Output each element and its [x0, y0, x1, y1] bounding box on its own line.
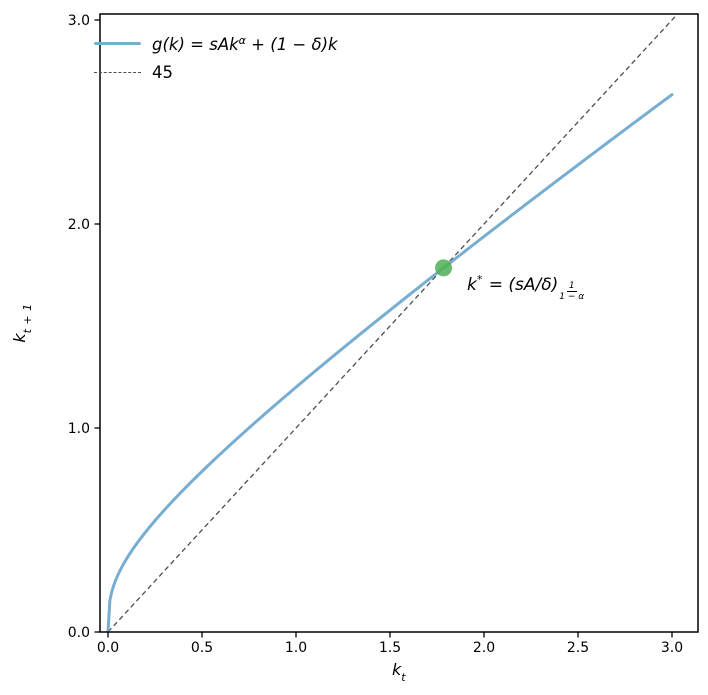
fixed-point-marker [435, 259, 452, 277]
legend: g(k) = sAkα + (1 − δ)k 45 [94, 33, 338, 83]
annotation-fraction-denominator: 1 − α [559, 292, 585, 303]
x-axis-label: kt [391, 659, 407, 685]
legend-label-g-post: + (1 − δ)k [245, 34, 338, 54]
x-tick-label: 2.5 [567, 640, 589, 656]
fixed-point-annotation: k* = (sA/δ) 1 1 − α [467, 273, 584, 303]
legend-label-g-exponent: α [238, 33, 246, 47]
legend-line-sample-45 [94, 72, 141, 73]
legend-label-g-pre: g(k) = sAk [152, 34, 239, 54]
y-tick-label: 1.0 [68, 421, 90, 437]
legend-line-sample-g [94, 42, 141, 45]
y-axis-label-subscript: t + 1 [21, 303, 35, 334]
legend-label-g: g(k) = sAkα + (1 − δ)k [152, 34, 338, 54]
legend-item-g-curve: g(k) = sAkα + (1 − δ)k [94, 33, 338, 54]
x-tick-label: 3.0 [661, 640, 683, 656]
legend-item-45-line: 45 [94, 62, 338, 83]
line-45-degree [107, 14, 679, 632]
annotation-fraction-numerator: 1 [566, 281, 577, 293]
x-tick-label: 0.0 [97, 640, 119, 656]
y-axis-label: kt + 1 [9, 303, 35, 343]
x-tick-label: 1.0 [285, 640, 307, 656]
x-axis-label-base: k [391, 659, 402, 679]
g-curve [106, 93, 674, 632]
y-tick-label: 3.0 [68, 13, 90, 29]
y-axis-label-base: k [9, 333, 29, 343]
x-axis-label-subscript: t [401, 671, 407, 685]
annotation-expression: = (sA/δ) [483, 275, 559, 295]
annotation-star: * [476, 273, 483, 286]
y-tick-label: 2.0 [68, 217, 90, 233]
plot-area-border [99, 13, 699, 633]
annotation-k: k [467, 275, 477, 295]
y-tick-label: 0.0 [68, 625, 90, 641]
legend-label-45: 45 [152, 63, 173, 82]
x-tick-label: 0.5 [191, 640, 213, 656]
x-tick-label: 1.5 [379, 640, 401, 656]
x-tick-label: 2.0 [473, 640, 495, 656]
